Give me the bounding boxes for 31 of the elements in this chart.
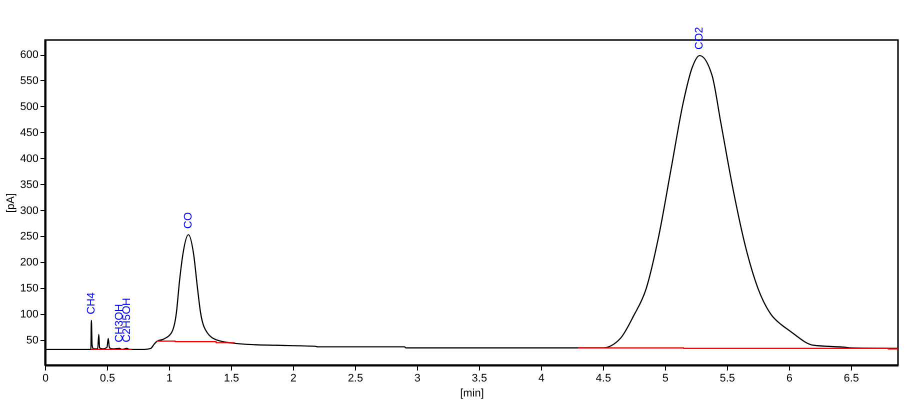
x-tick-label: 4.5 [596, 372, 612, 384]
x-tick-label: 0 [42, 372, 49, 384]
y-tick-label: 450 [20, 126, 38, 139]
annotation: CO [182, 212, 194, 229]
x-tick-label: 6.5 [844, 372, 860, 384]
y-tick-label: 50 [26, 334, 38, 347]
x-tick-label: 1 [166, 372, 173, 384]
annotation: CH4 [85, 292, 98, 314]
x-axis-title: [min] [460, 388, 484, 400]
x-tick-label: 0.5 [100, 372, 116, 384]
y-tick-label: 400 [20, 152, 38, 165]
x-tick-label: 1.5 [224, 372, 240, 384]
x-tick-label: 5.5 [720, 372, 736, 384]
x-tick-label: 3.5 [472, 372, 488, 384]
x-tick-label: 4 [538, 372, 544, 384]
y-tick-label: 250 [20, 230, 38, 243]
annotation: CO2 [694, 26, 706, 50]
x-tick-label: 2 [290, 372, 297, 384]
y-tick-label: 550 [20, 74, 38, 87]
y-tick-label: 150 [20, 282, 38, 295]
x-tick-label: 5 [662, 372, 668, 384]
x-tick-label: 6 [786, 372, 792, 384]
x-tick-label: 3 [414, 372, 421, 384]
y-tick-label: 600 [20, 49, 38, 62]
y-tick-label: 100 [20, 308, 38, 321]
y-tick-label: 300 [20, 204, 38, 217]
x-tick-label: 2.5 [348, 372, 364, 384]
y-tick-label: 350 [20, 178, 38, 191]
y-tick-label: 200 [20, 256, 38, 269]
y-axis-title: [pA] [5, 193, 18, 213]
y-tick-label: 500 [20, 100, 38, 113]
